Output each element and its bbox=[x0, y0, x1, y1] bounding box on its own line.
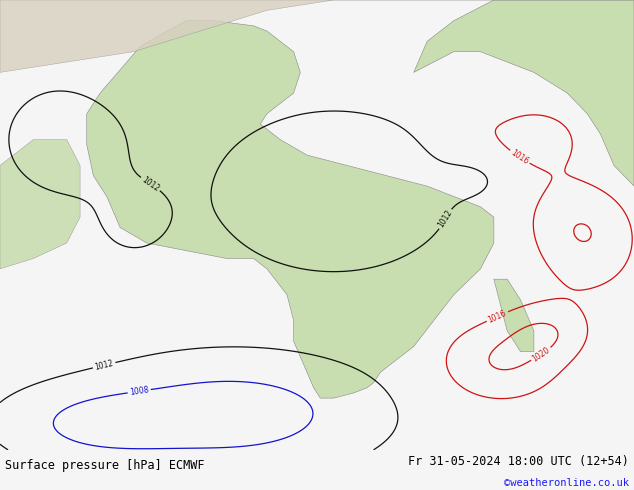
Text: 1012: 1012 bbox=[94, 359, 115, 372]
Text: 1020: 1020 bbox=[531, 345, 552, 363]
Text: Surface pressure [hPa] ECMWF: Surface pressure [hPa] ECMWF bbox=[5, 460, 205, 472]
Text: 1012: 1012 bbox=[140, 175, 161, 193]
Polygon shape bbox=[0, 0, 634, 73]
Polygon shape bbox=[414, 0, 634, 186]
Polygon shape bbox=[494, 279, 534, 352]
Text: Fr 31-05-2024 18:00 UTC (12+54): Fr 31-05-2024 18:00 UTC (12+54) bbox=[408, 455, 629, 467]
Text: 1016: 1016 bbox=[487, 308, 508, 324]
Text: 1008: 1008 bbox=[129, 386, 150, 397]
Text: 1012: 1012 bbox=[436, 209, 455, 229]
Polygon shape bbox=[87, 21, 494, 398]
Text: ©weatheronline.co.uk: ©weatheronline.co.uk bbox=[504, 478, 629, 488]
Polygon shape bbox=[0, 140, 80, 269]
Text: 1016: 1016 bbox=[509, 148, 530, 166]
